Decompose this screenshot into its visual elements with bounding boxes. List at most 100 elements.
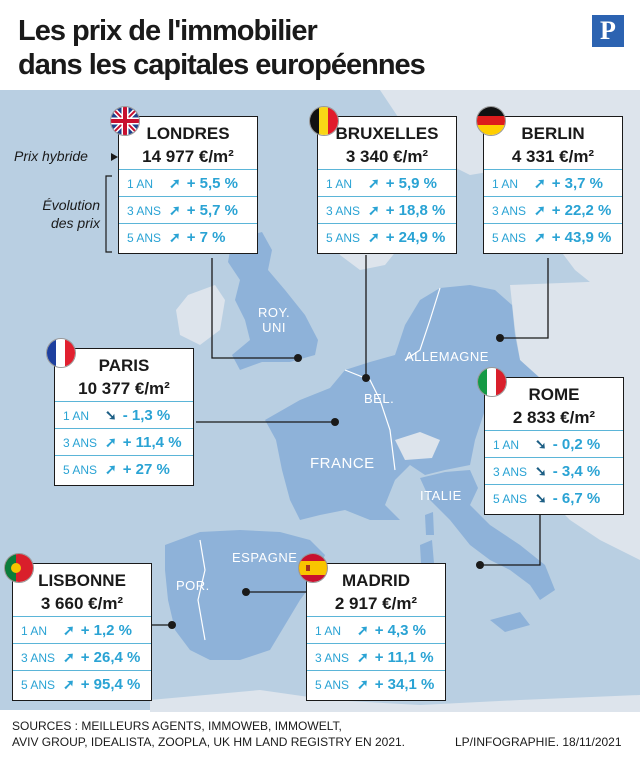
- city-price: 10 377 €/m²: [78, 379, 170, 398]
- change-value: + 34,1 %: [374, 676, 435, 693]
- sicily-land: [490, 612, 530, 632]
- country-label-france: FRANCE: [310, 455, 375, 472]
- evolution-row: 1 AN ➘ - 0,2 %: [485, 431, 623, 458]
- credit: LP/INFOGRAPHIE. 18/11/2021: [455, 735, 622, 749]
- city-name: BERLIN: [521, 124, 585, 143]
- portugal-flag-icon: [4, 553, 34, 583]
- evolution-row: 3 ANS ➘ - 3,4 %: [485, 458, 623, 485]
- city-price: 3 340 €/m²: [345, 147, 429, 166]
- evolution-row: 5 ANS ➘ - 6,7 %: [485, 485, 623, 511]
- uk-flag-icon: [110, 106, 140, 136]
- dot-bruxelles: [362, 374, 370, 382]
- evolution-row: 1 AN ➘ - 1,3 %: [55, 402, 193, 429]
- period: 1 AN: [326, 177, 353, 191]
- dot-rome: [476, 561, 484, 569]
- sources-line-1: SOURCES : MEILLEURS AGENTS, IMMOWEB, IMM…: [12, 719, 342, 733]
- evolution-row: 5 ANS ➚ + 43,9 %: [484, 224, 622, 250]
- change-value: + 4,3 %: [374, 622, 427, 639]
- period: 3 ANS: [315, 651, 350, 665]
- evolution-row: 1 AN ➚ + 4,3 %: [307, 617, 445, 644]
- legend-hybrid-label: Prix hybride: [14, 148, 88, 164]
- period: 5 ANS: [63, 463, 98, 477]
- arrow-up-icon: ➚: [105, 434, 117, 450]
- city-price: 2 917 €/m²: [334, 594, 418, 613]
- period: 1 AN: [63, 409, 90, 423]
- evolution-row: 3 ANS ➚ + 26,4 %: [13, 644, 151, 671]
- evolution-row: 3 ANS ➚ + 5,7 %: [119, 197, 257, 224]
- corsica-land: [425, 512, 434, 535]
- page-title: Les prix de l'immobilier dans les capita…: [18, 14, 426, 82]
- arrow-down-icon: ➘: [535, 436, 547, 452]
- change-value: + 43,9 %: [551, 229, 612, 246]
- evolution-row: 1 AN ➚ + 1,2 %: [13, 617, 151, 644]
- card-londres: LONDRES 14 977 €/m² 1 AN ➚ + 5,5 % 3 ANS ➚ +…: [118, 116, 258, 254]
- arrow-up-icon: ➚: [534, 202, 546, 218]
- country-label-germany: ALLEMAGNE: [405, 349, 489, 364]
- italy-land: [420, 470, 555, 600]
- evolution-row: 3 ANS ➚ + 18,8 %: [318, 197, 456, 224]
- arrow-up-icon: ➚: [169, 229, 181, 245]
- city-name: BRUXELLES: [335, 124, 439, 143]
- belgium-flag-icon: [309, 106, 339, 136]
- change-value: - 1,3 %: [122, 407, 171, 424]
- evolution-rows: 1 AN ➘ - 0,2 % 3 ANS ➘ - 3,4 % 5 ANS ➘ - 6,7 %: [485, 430, 623, 511]
- arrow-up-icon: ➚: [105, 461, 117, 477]
- arrow-up-icon: ➚: [534, 175, 546, 191]
- country-label-spain: ESPAGNE: [232, 550, 298, 565]
- card-rome: ROME 2 833 €/m² 1 AN ➘ - 0,2 % 3 ANS ➘ - 3,4…: [484, 377, 624, 515]
- arrow-up-icon: ➚: [169, 175, 181, 191]
- evolution-rows: 1 AN ➚ + 5,9 % 3 ANS ➚ + 18,8 % 5 ANS ➚ + 24,9…: [318, 169, 456, 250]
- switzerland-land: [395, 432, 440, 460]
- leader-berlin: [500, 258, 549, 339]
- period: 5 ANS: [493, 492, 528, 506]
- period: 1 AN: [21, 624, 48, 638]
- evolution-row: 3 ANS ➚ + 22,2 %: [484, 197, 622, 224]
- arrow-up-icon: ➚: [169, 202, 181, 218]
- city-name: LONDRES: [146, 124, 230, 143]
- evolution-row: 5 ANS ➚ + 7 %: [119, 224, 257, 250]
- evolution-row: 5 ANS ➚ + 34,1 %: [307, 671, 445, 697]
- legend-pointer: [111, 153, 118, 161]
- arrow-up-icon: ➚: [368, 175, 380, 191]
- change-value: + 26,4 %: [80, 649, 141, 666]
- ireland-land: [176, 285, 225, 345]
- change-value: + 11,4 %: [122, 434, 182, 451]
- sources-line-2: AVIV GROUP, IDEALISTA, ZOOPLA, UK HM LAN…: [12, 735, 406, 749]
- change-value: + 18,8 %: [385, 202, 446, 219]
- city-price: 4 331 €/m²: [511, 147, 595, 166]
- period: 3 ANS: [63, 436, 98, 450]
- arrow-up-icon: ➚: [357, 649, 369, 665]
- mainland-land: [265, 285, 540, 520]
- dot-lisbonne: [168, 621, 176, 629]
- france-flag-icon: [46, 338, 76, 368]
- city-name: MADRID: [342, 571, 410, 590]
- legend-evolution-1: Évolution: [42, 197, 100, 213]
- arrow-down-icon: ➘: [535, 490, 547, 506]
- evolution-row: 3 ANS ➚ + 11,4 %: [55, 429, 193, 456]
- title-line-2: dans les capitales européennes: [18, 49, 426, 81]
- dot-madrid: [242, 588, 250, 596]
- period: 5 ANS: [21, 678, 56, 692]
- arrow-up-icon: ➚: [357, 622, 369, 638]
- dot-berlin: [496, 334, 504, 342]
- publisher-logo: P: [592, 15, 624, 47]
- border-fr-de: [344, 369, 396, 471]
- change-value: + 22,2 %: [551, 202, 612, 219]
- period: 3 ANS: [21, 651, 56, 665]
- change-value: + 5,5 %: [186, 175, 239, 192]
- italy-flag-icon: [477, 367, 507, 397]
- country-label-uk: ROY. UNI: [258, 305, 290, 335]
- leader-rome: [480, 513, 541, 566]
- arrow-up-icon: ➚: [63, 649, 75, 665]
- change-value: - 3,4 %: [552, 463, 601, 480]
- country-label-uk-2: UNI: [262, 320, 286, 335]
- arrow-down-icon: ➘: [105, 407, 117, 423]
- city-price: 3 660 €/m²: [40, 594, 124, 613]
- country-label-portugal: POR.: [176, 578, 210, 593]
- border-es-pt: [197, 539, 206, 641]
- arrow-up-icon: ➚: [63, 676, 75, 692]
- evolution-rows: 1 AN ➚ + 4,3 % 3 ANS ➚ + 11,1 % 5 ANS ➚ + 34,1…: [307, 616, 445, 697]
- arrow-up-icon: ➚: [534, 229, 546, 245]
- card-paris: PARIS 10 377 €/m² 1 AN ➘ - 1,3 % 3 ANS ➚ + 1…: [54, 348, 194, 486]
- germany-flag-icon: [476, 106, 506, 136]
